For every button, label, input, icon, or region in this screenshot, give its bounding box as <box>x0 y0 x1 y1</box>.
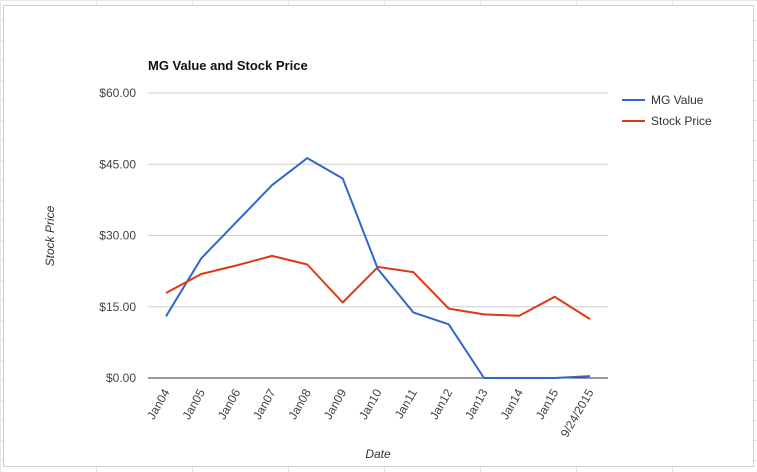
x-tick-label: Jan11 <box>392 386 420 421</box>
x-tick-label: Jan15 <box>533 386 562 422</box>
series-line-mg-value[interactable] <box>165 157 591 379</box>
x-tick-label: Jan13 <box>462 386 491 422</box>
y-tick-label: $45.00 <box>99 157 136 171</box>
series-line-stock-price[interactable] <box>165 254 591 320</box>
y-tick-label: $0.00 <box>106 371 136 385</box>
x-axis-ticks: Jan04 Jan05 Jan06 Jan07 Jan08 Jan09 Jan10 Jan11… <box>144 386 597 440</box>
legend-label: Stock Price <box>651 114 712 128</box>
y-axis-label: Stock Price <box>43 205 57 266</box>
legend-label: MG Value <box>651 93 704 107</box>
x-tick-label: Jan09 <box>321 386 350 422</box>
x-axis-label: Date <box>365 447 391 461</box>
chart-title: MG Value and Stock Price <box>148 58 308 73</box>
y-axis-ticks: $0.00 $15.00 $30.00 $45.00 $60.00 <box>99 86 136 385</box>
x-tick-label: Jan10 <box>356 386 385 422</box>
x-tick-label: Jan14 <box>497 386 526 422</box>
x-tick-label: Jan08 <box>285 386 314 422</box>
series-lines <box>165 157 591 379</box>
y-tick-label: $15.00 <box>99 300 136 314</box>
y-tick-label: $30.00 <box>99 229 136 243</box>
x-tick-label: 9/24/2015 <box>558 386 597 440</box>
gridlines <box>148 92 608 379</box>
x-tick-label: Jan12 <box>427 386 456 422</box>
x-tick-label: Jan07 <box>250 386 279 422</box>
x-tick-label: Jan06 <box>215 386 244 422</box>
x-tick-label: Jan04 <box>144 386 173 422</box>
x-tick-label: Jan05 <box>179 386 208 422</box>
y-tick-label: $60.00 <box>99 86 136 100</box>
legend: MG Value Stock Price <box>622 93 712 128</box>
